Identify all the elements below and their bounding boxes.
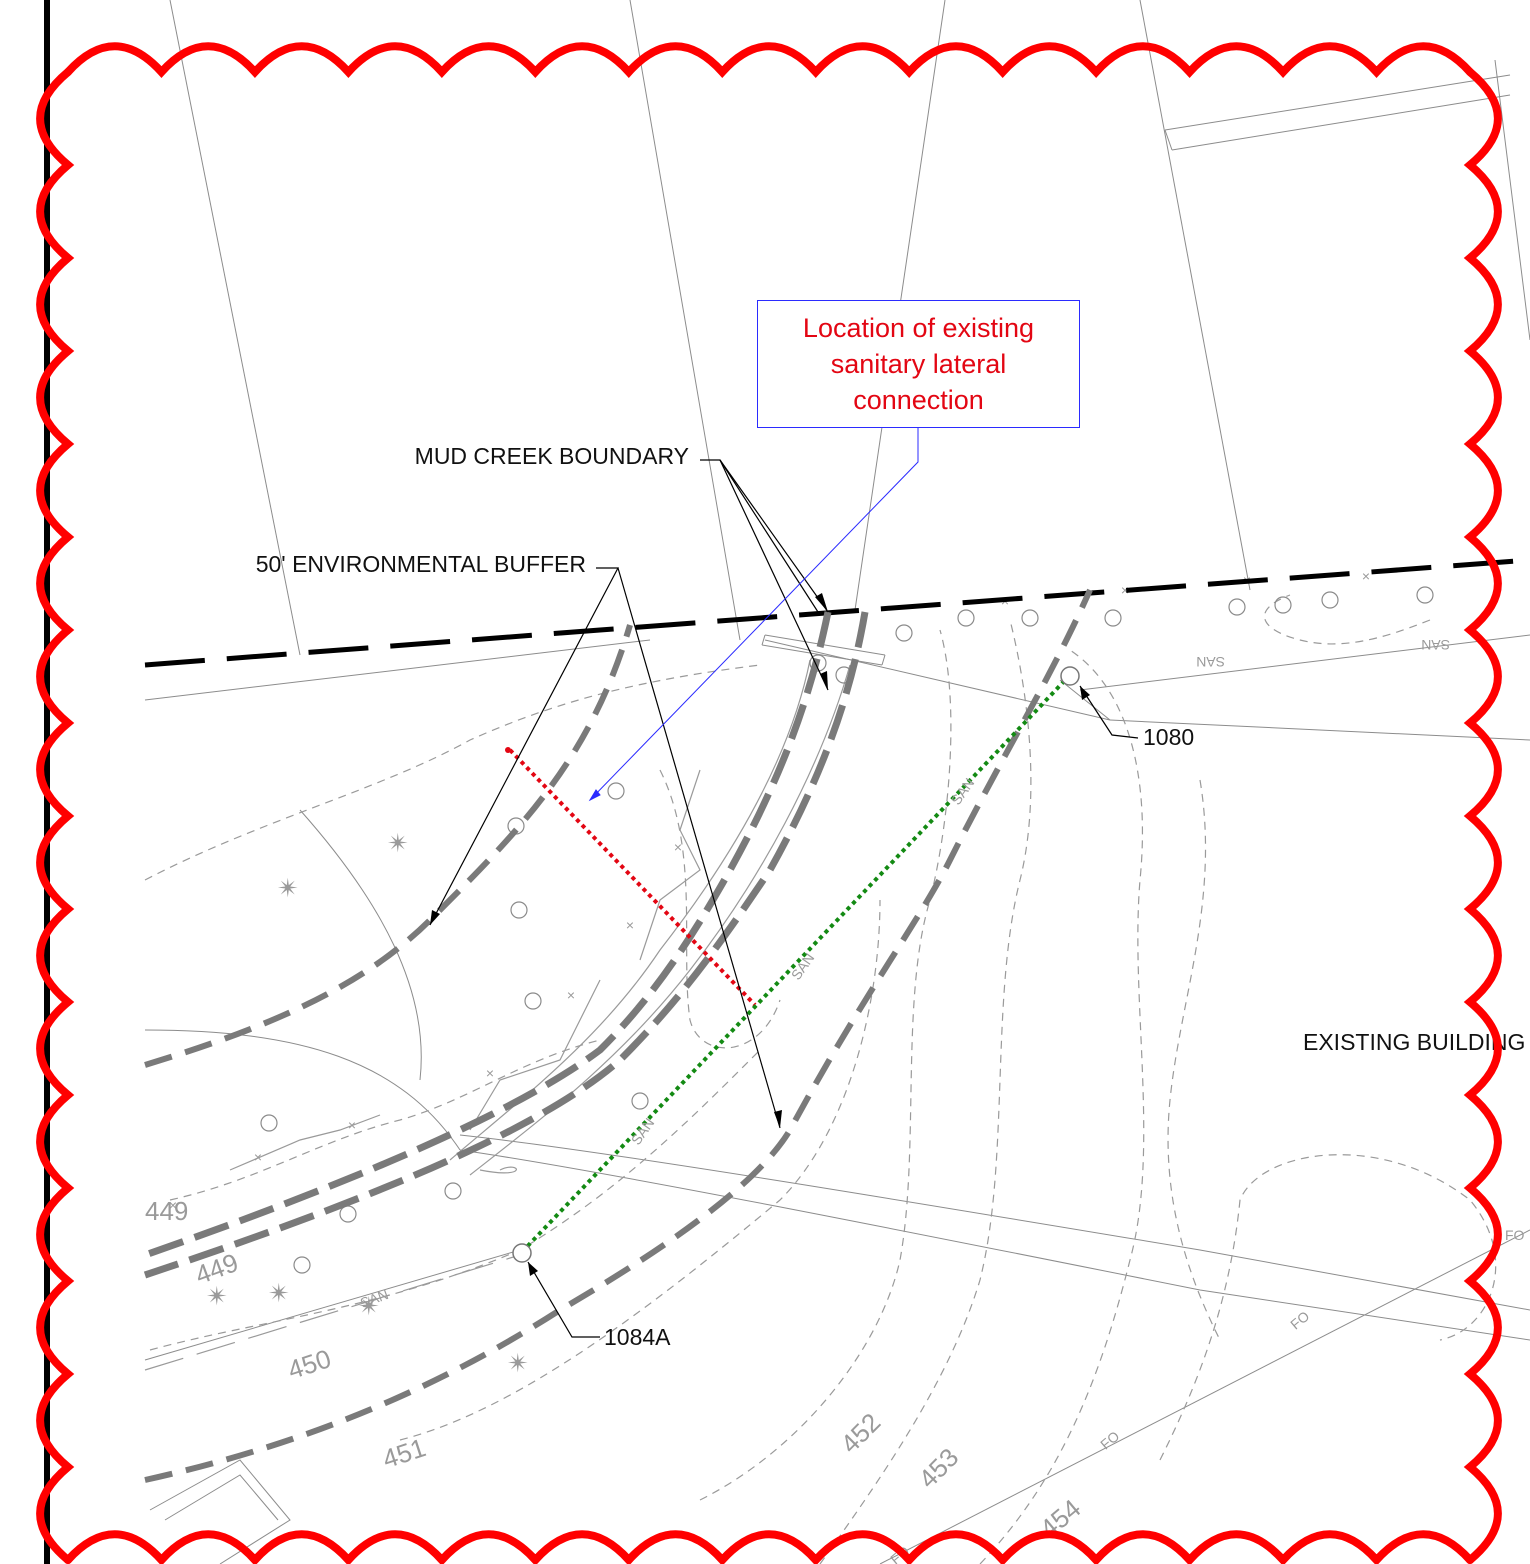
svg-text:✴: ✴ (507, 1348, 529, 1378)
manhole-1080 (1060, 666, 1080, 686)
san-tag: SAN (948, 775, 978, 808)
fence-marks: ××× ××× ××× ×× (169, 568, 1370, 1213)
svg-text:×: × (1121, 582, 1129, 598)
svg-text:×: × (1362, 568, 1370, 584)
contour-labels: 449 449 450 451 452 453 454 (145, 1196, 1086, 1544)
svg-text:✴: ✴ (268, 1278, 290, 1308)
svg-text:×: × (567, 987, 575, 1003)
manhole-1080-label: 1080 (1143, 724, 1194, 750)
svg-text:✴: ✴ (387, 828, 409, 858)
callout-box: Location of existing sanitary lateral co… (757, 300, 1080, 428)
existing-building-label: EXISTING BUILDING (1303, 1029, 1525, 1055)
callout-text: Location of existing sanitary lateral co… (802, 313, 1035, 415)
manhole-1084a-label: 1084A (604, 1324, 671, 1350)
svg-text:✴: ✴ (358, 1291, 380, 1321)
environmental-buffer-lines (144, 588, 1093, 1483)
svg-text:×: × (254, 1149, 262, 1165)
svg-text:✴: ✴ (206, 1281, 228, 1311)
leader-arrowheads (430, 593, 1090, 1276)
revision-cloud (36, 42, 1502, 1564)
property-line (144, 557, 1530, 668)
buffer-label: 50' ENVIRONMENTAL BUFFER (256, 551, 586, 577)
san-tag: SAN (628, 1115, 658, 1148)
san-tag: SAN (1196, 654, 1225, 670)
svg-text:✴: ✴ (277, 873, 299, 903)
red-dotted-line (508, 748, 757, 1007)
contour-label: 449 (145, 1196, 188, 1226)
manhole-1084a (512, 1243, 532, 1263)
svg-text:×: × (348, 1117, 356, 1133)
shrub-symbols: ✴ ✴ ✴ ✴ ✴ ✴ (206, 828, 529, 1378)
creek-channel (229, 659, 851, 1176)
svg-text:×: × (169, 1197, 177, 1213)
callout-leaders (429, 459, 1139, 1338)
svg-text:×: × (674, 839, 682, 855)
mud-creek-label: MUD CREEK BOUNDARY (415, 443, 689, 469)
san-tag: SAN (1421, 637, 1450, 653)
svg-text:×: × (626, 917, 634, 933)
creek-boundary-lines (143, 611, 869, 1279)
existing-sanitary-line (144, 1254, 521, 1371)
contour-label: 450 (284, 1343, 335, 1385)
contour-label: 452 (834, 1407, 886, 1459)
contour-label: 453 (912, 1442, 964, 1494)
red-line-endpoint (505, 747, 511, 753)
contour-lines (144, 594, 1497, 1564)
blue-leader (588, 428, 919, 802)
fo-tag: FO (1505, 1227, 1525, 1243)
fo-tag: FO (1287, 1308, 1312, 1333)
san-tag: SAN (788, 950, 818, 983)
contour-label: 451 (379, 1432, 430, 1474)
svg-text:×: × (486, 1065, 494, 1081)
background-linework (144, 0, 1530, 1564)
fo-tag: FO (1097, 1428, 1122, 1453)
